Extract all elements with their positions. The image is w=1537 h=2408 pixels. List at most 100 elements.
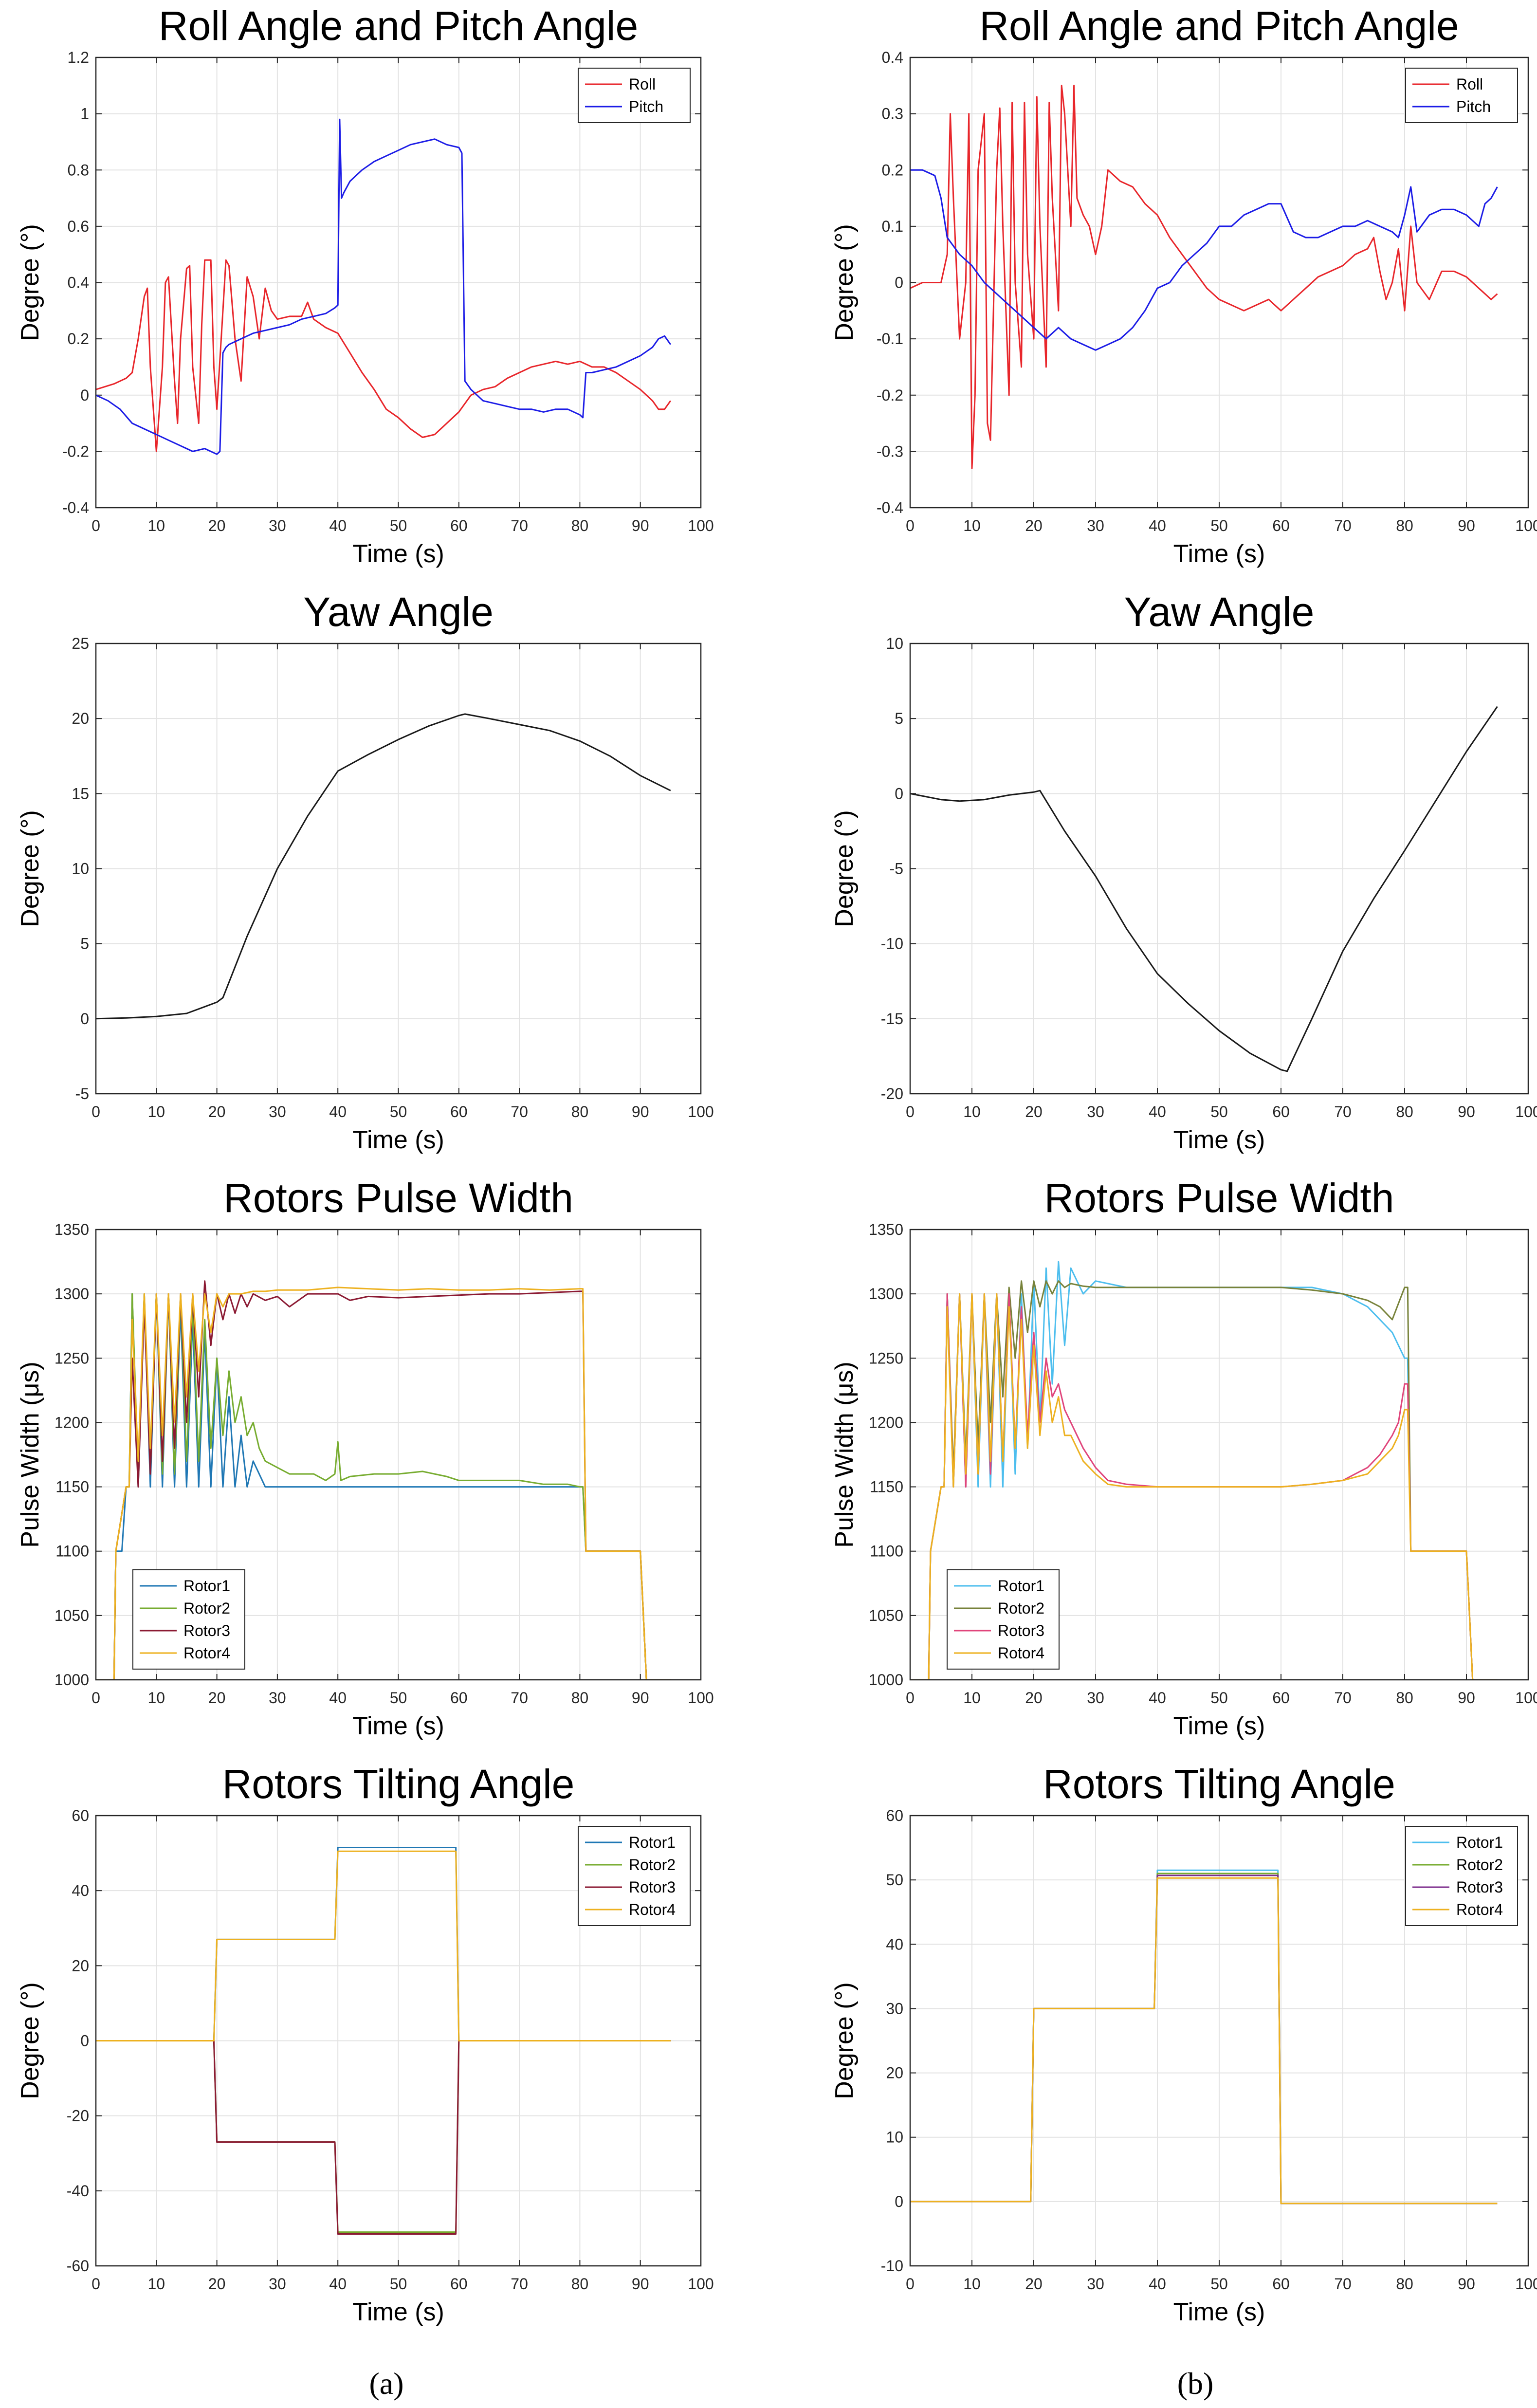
y-tick-label: 5 bbox=[80, 935, 89, 953]
chart-5: 0 10 20 30 40 50 60 70 80 90 100 1000 1050 1100 1150 12… bbox=[16, 1175, 714, 1740]
y-tick-label: 1350 bbox=[869, 1221, 903, 1238]
legend-label-rotor2: Rotor2 bbox=[183, 1599, 230, 1617]
series-line-rotor4 bbox=[910, 1877, 1498, 2205]
x-axis-label: Time (s) bbox=[352, 1712, 444, 1740]
x-tick-label: 0 bbox=[906, 1689, 915, 1707]
x-tick-label: 70 bbox=[511, 2275, 528, 2293]
y-tick-label: 1200 bbox=[55, 1414, 89, 1431]
x-tick-label: 20 bbox=[208, 1689, 226, 1707]
chart-1: 0 10 20 30 40 50 60 70 80 90 100 -0.4 -0.2 0 0.2 0.4 0.6… bbox=[16, 3, 714, 568]
x-tick-label: 60 bbox=[450, 1689, 468, 1707]
y-tick-label: -0.4 bbox=[62, 499, 89, 516]
x-tick-label: 0 bbox=[906, 2275, 915, 2293]
y-tick-label: -10 bbox=[881, 935, 903, 953]
y-tick-label: 1250 bbox=[55, 1349, 89, 1367]
y-tick-label: 15 bbox=[72, 785, 89, 802]
x-tick-label: 30 bbox=[269, 1689, 286, 1707]
y-tick-label: 1100 bbox=[55, 1543, 89, 1560]
series-line-yaw bbox=[910, 706, 1498, 1072]
chart-title: Rotors Tilting Angle bbox=[1043, 1761, 1395, 1807]
x-tick-label: 20 bbox=[208, 517, 226, 534]
y-tick-label: -5 bbox=[75, 1085, 89, 1103]
x-tick-label: 0 bbox=[91, 1103, 100, 1121]
panel-label-a: (a) bbox=[369, 2366, 404, 2401]
x-tick-label: 40 bbox=[329, 517, 347, 534]
series-line-rotor4 bbox=[910, 1293, 1498, 1680]
x-tick-label: 50 bbox=[1210, 1103, 1228, 1121]
y-tick-label: 1.2 bbox=[68, 49, 89, 66]
legend-label-rotor2: Rotor2 bbox=[1456, 1856, 1503, 1874]
x-tick-label: 50 bbox=[390, 2275, 407, 2293]
y-tick-label: 10 bbox=[72, 860, 89, 878]
x-tick-label: 100 bbox=[1515, 1689, 1537, 1707]
x-tick-label: 0 bbox=[906, 517, 915, 534]
y-tick-label: 5 bbox=[895, 710, 903, 727]
x-tick-label: 90 bbox=[632, 517, 649, 534]
y-tick-label: -60 bbox=[67, 2257, 89, 2275]
x-tick-label: 40 bbox=[1149, 1103, 1166, 1121]
x-tick-label: 100 bbox=[1515, 517, 1537, 534]
legend: Rotor1 Rotor2 Rotor3 Rotor4 bbox=[132, 1569, 245, 1670]
legend-label-roll: Roll bbox=[1456, 75, 1483, 93]
x-tick-label: 100 bbox=[688, 2275, 714, 2293]
x-tick-label: 50 bbox=[1210, 2275, 1228, 2293]
chart-2: 0 10 20 30 40 50 60 70 80 90 100 -0.4 -0.3 -0.2 -0.1 0 0… bbox=[830, 3, 1537, 568]
x-tick-label: 80 bbox=[571, 1689, 589, 1707]
y-tick-label: 10 bbox=[886, 635, 903, 652]
x-tick-label: 30 bbox=[1087, 1689, 1104, 1707]
y-tick-label: -0.2 bbox=[62, 442, 89, 460]
x-tick-label: 60 bbox=[1272, 2275, 1290, 2293]
x-axis-label: Time (s) bbox=[352, 540, 444, 568]
y-tick-label: 50 bbox=[886, 1871, 903, 1889]
chart-8: 0 10 20 30 40 50 60 70 80 90 100-100102030405060Ro… bbox=[830, 1761, 1537, 2326]
axes-box bbox=[909, 1815, 1529, 2267]
axes-box bbox=[95, 643, 702, 1095]
x-tick-label: 80 bbox=[571, 2275, 589, 2293]
legend-label-rotor1: Rotor1 bbox=[629, 1834, 676, 1851]
y-tick-label: 0 bbox=[895, 274, 903, 292]
y-tick-label: -40 bbox=[67, 2182, 89, 2200]
x-tick-label: 20 bbox=[1025, 517, 1043, 534]
x-tick-label: 40 bbox=[329, 1689, 347, 1707]
legend-label-rotor1: Rotor1 bbox=[1456, 1834, 1503, 1851]
x-tick-label: 20 bbox=[208, 1103, 226, 1121]
x-tick-label: 70 bbox=[1334, 1689, 1352, 1707]
y-tick-label: 30 bbox=[886, 2000, 903, 2017]
axes-box bbox=[95, 56, 702, 509]
y-tick-label: 0 bbox=[895, 785, 903, 802]
y-tick-label: 20 bbox=[886, 2064, 903, 2082]
x-axis-label: Time (s) bbox=[352, 1126, 444, 1154]
legend-box bbox=[578, 68, 691, 123]
x-tick-label: 60 bbox=[1272, 1103, 1290, 1121]
series-line-pitch bbox=[910, 169, 1498, 351]
y-tick-label: 1000 bbox=[55, 1671, 89, 1689]
legend-label-rotor3: Rotor3 bbox=[998, 1622, 1044, 1639]
legend: Roll Pitch bbox=[1405, 68, 1518, 123]
x-tick-label: 70 bbox=[1334, 1103, 1352, 1121]
x-tick-label: 90 bbox=[1458, 517, 1475, 534]
y-tick-label: 20 bbox=[72, 1957, 89, 1974]
y-tick-label: 25 bbox=[72, 635, 89, 652]
x-tick-label: 90 bbox=[632, 1689, 649, 1707]
legend-label-rotor4: Rotor4 bbox=[998, 1644, 1044, 1662]
legend: Rotor1 Rotor2 Rotor3 Rotor4 bbox=[947, 1569, 1060, 1670]
y-tick-label: -0.4 bbox=[877, 499, 903, 516]
legend-label-rotor3: Rotor3 bbox=[183, 1622, 230, 1639]
x-tick-label: 80 bbox=[1396, 1689, 1413, 1707]
y-tick-label: 1300 bbox=[869, 1285, 903, 1303]
series-line-rotor4 bbox=[96, 1850, 671, 2041]
axes-box bbox=[909, 56, 1529, 509]
y-tick-label: 40 bbox=[886, 1935, 903, 1953]
y-tick-label: -0.1 bbox=[877, 330, 903, 348]
axes-box bbox=[95, 1229, 702, 1681]
chart-title: Rotors Pulse Width bbox=[223, 1175, 573, 1221]
x-tick-label: 50 bbox=[1210, 517, 1228, 534]
y-tick-label: 0.6 bbox=[68, 218, 89, 235]
y-tick-label: 0.4 bbox=[882, 49, 903, 66]
chart-4: 0 10 20 30 40 50 60 70 80 90 100 -20 -15 -10 -5 0 5 10 Yaw… bbox=[830, 589, 1537, 1154]
x-tick-label: 40 bbox=[1149, 2275, 1166, 2293]
x-tick-label: 40 bbox=[329, 1103, 347, 1121]
x-tick-label: 30 bbox=[269, 2275, 286, 2293]
chart-title: Yaw Angle bbox=[303, 589, 494, 635]
x-tick-label: 10 bbox=[963, 2275, 981, 2293]
